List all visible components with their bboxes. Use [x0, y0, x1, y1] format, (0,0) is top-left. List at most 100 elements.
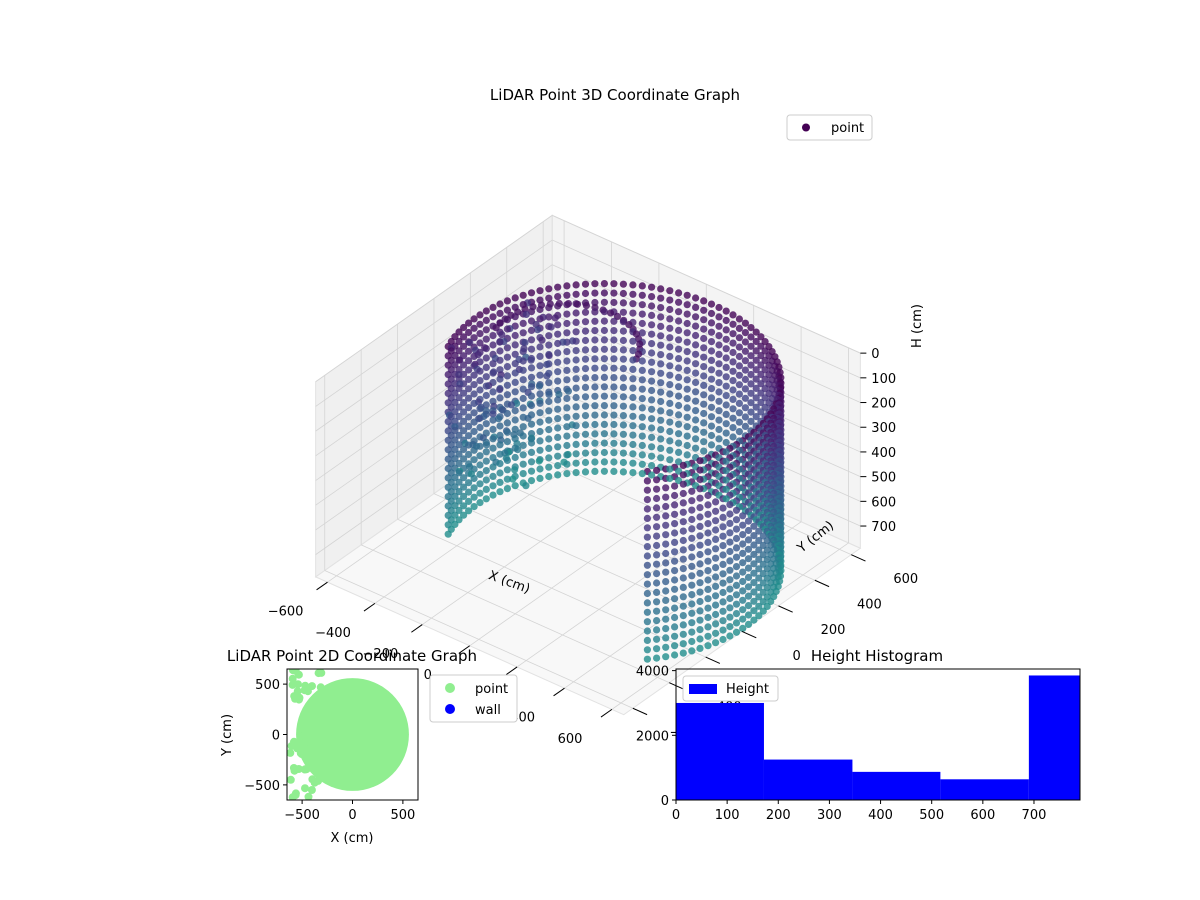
point-3d [675, 317, 683, 325]
point-3d [482, 457, 490, 465]
point-3d [503, 306, 511, 314]
point-3d [696, 532, 704, 540]
point-3d [752, 413, 760, 421]
point-3d [653, 560, 661, 568]
point-3d [470, 324, 478, 332]
point-3d [732, 581, 741, 590]
point-3d [638, 301, 646, 309]
y-tick-3d [851, 554, 866, 562]
point-3d [638, 319, 646, 328]
point-3d [726, 613, 734, 621]
point-3d [563, 301, 571, 309]
point-3d [564, 387, 573, 395]
point-3d [489, 303, 497, 311]
x-tick-3d [600, 708, 613, 718]
point-3d [744, 526, 753, 535]
point-3d [581, 365, 590, 373]
point-3d [511, 453, 519, 462]
point-3d [671, 491, 679, 500]
point-3d [496, 386, 504, 394]
point-3d [527, 326, 536, 334]
point-3d [554, 321, 562, 329]
point-3d [675, 355, 683, 363]
point-3d [704, 538, 712, 547]
point-3d [726, 538, 734, 546]
point-3d [465, 507, 473, 515]
point-3d [688, 647, 696, 655]
chart-2d-y-ticks: −500 0 500 [244, 678, 287, 794]
point-3d [761, 394, 769, 402]
point-3d [465, 404, 473, 412]
point-3d [460, 323, 468, 332]
z-tick-label-3d: 500 [871, 471, 896, 486]
point-3d [554, 405, 562, 413]
point-3d [747, 361, 755, 369]
point-3d [460, 483, 468, 491]
point-3d [545, 444, 553, 452]
point-3d [722, 467, 730, 475]
point-3d [572, 337, 580, 345]
point-3d [707, 309, 716, 318]
point-3d [707, 328, 716, 336]
point-3d [722, 438, 730, 447]
point-3d [696, 485, 704, 493]
point-3d [581, 308, 590, 316]
x-tick-3d [363, 602, 376, 612]
point-3d [610, 298, 618, 307]
point-3d [700, 381, 708, 389]
chart-3d-x-ticks: −600−400−2000200400600 [268, 581, 613, 747]
point-3d [600, 373, 609, 381]
point-3d [465, 422, 473, 430]
point-3d [696, 541, 704, 549]
point-3d [719, 598, 727, 606]
point-3d [629, 459, 637, 467]
point-2d [293, 744, 302, 753]
x-tick-label-hist: 100 [715, 808, 740, 823]
y-tick-label-2d: 500 [255, 678, 280, 693]
point-3d [470, 371, 478, 379]
point-3d [747, 417, 755, 425]
point-3d [619, 289, 628, 298]
point-3d [643, 618, 652, 626]
point-3d [735, 324, 744, 332]
point-3d [666, 418, 674, 426]
point-3d [671, 510, 679, 518]
point-3d [679, 555, 687, 563]
point-2d [287, 775, 295, 784]
point-3d [692, 388, 700, 396]
point-3d [482, 326, 490, 334]
point-3d [692, 331, 700, 340]
point-3d [739, 624, 747, 633]
point-3d [675, 392, 683, 400]
point-3d [496, 300, 504, 308]
point-2d [304, 752, 313, 761]
grid-line-z-back [552, 264, 861, 403]
point-3d [489, 472, 497, 480]
point-3d [657, 379, 665, 387]
point-3d [653, 598, 661, 606]
point-3d [511, 369, 519, 377]
point-3d [688, 515, 696, 524]
point-3d [752, 328, 760, 336]
point-3d [476, 311, 484, 319]
point-3d [696, 550, 704, 559]
point-3d [741, 385, 750, 393]
point-3d [572, 459, 580, 467]
point-3d [688, 591, 696, 599]
point-3d [619, 355, 628, 363]
point-3d [510, 466, 519, 474]
point-3d [675, 364, 683, 372]
point-3d [536, 305, 544, 314]
y-tick-3d [632, 707, 648, 716]
point-3d [591, 449, 599, 457]
point-3d [683, 348, 691, 356]
point-3d [671, 604, 679, 612]
point-3d [465, 385, 473, 393]
point-3d [752, 384, 760, 392]
point-3d [591, 280, 599, 288]
point-3d [581, 336, 590, 345]
point-3d [700, 428, 708, 436]
point-3d [600, 345, 609, 353]
histogram-legend-swatch [689, 684, 717, 694]
point-2d [301, 765, 310, 774]
